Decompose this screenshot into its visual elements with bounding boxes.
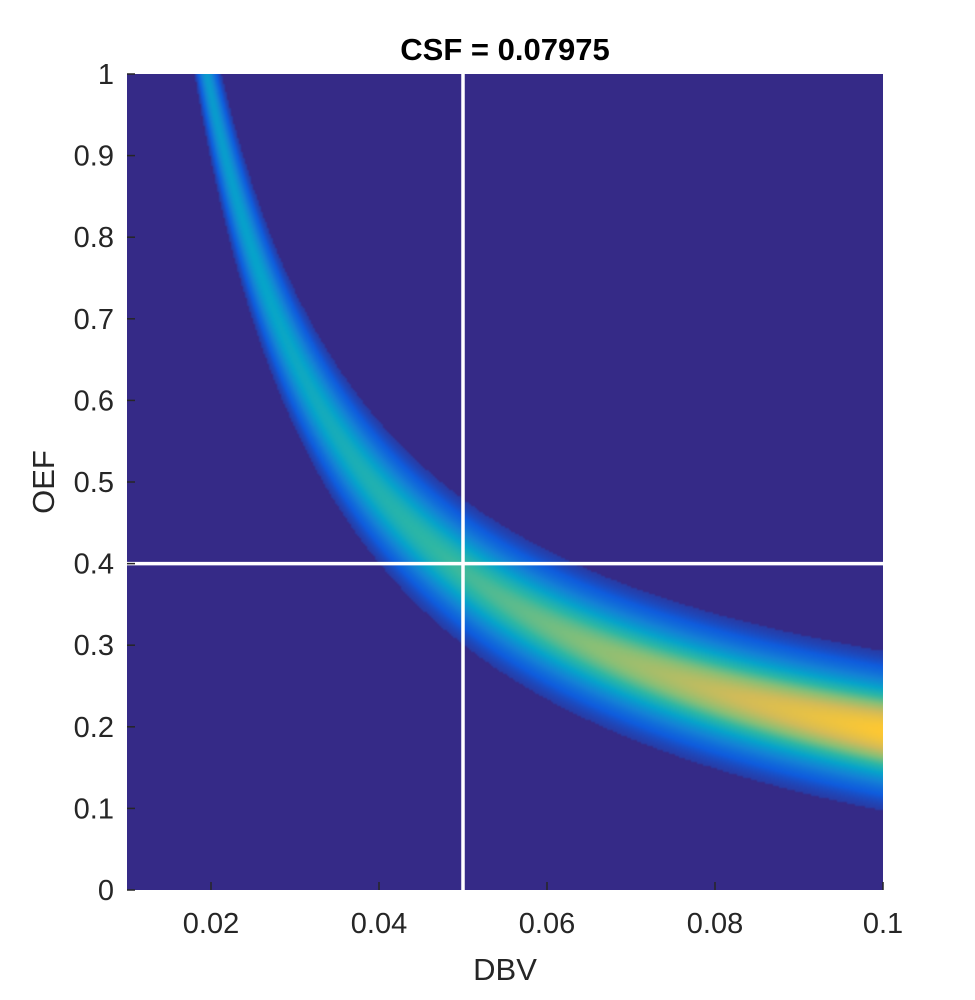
y-tick-label: 1 — [98, 59, 114, 91]
y-tick-label: 0.3 — [74, 630, 114, 662]
x-tick-label: 0.04 — [351, 908, 407, 940]
y-tick-label: 0.9 — [74, 141, 114, 173]
y-tick-label: 0.2 — [74, 712, 114, 744]
y-tick-label: 0.8 — [74, 222, 114, 254]
x-axis-label: DBV — [473, 952, 537, 987]
y-tick-label: 0 — [98, 875, 114, 907]
x-tick-label: 0.06 — [519, 908, 575, 940]
y-tick-label: 0.4 — [74, 549, 114, 581]
y-axis-ticks: 0 0.1 0.2 0.3 0.4 0.5 0.6 0.7 0.8 0.9 1 — [74, 59, 135, 907]
y-tick-label: 0.5 — [74, 467, 114, 499]
plot-area — [127, 74, 883, 890]
y-tick-label: 0.1 — [74, 793, 114, 825]
x-tick-label: 0.1 — [863, 908, 903, 940]
chart-title: CSF = 0.07975 — [400, 32, 609, 67]
x-tick-label: 0.02 — [183, 908, 239, 940]
y-axis-label: OEF — [26, 450, 61, 514]
x-tick-label: 0.08 — [687, 908, 743, 940]
heatmap-image — [127, 74, 883, 890]
y-tick-label: 0.6 — [74, 385, 114, 417]
y-tick-label: 0.7 — [74, 304, 114, 336]
x-axis-ticks: 0.02 0.04 0.06 0.08 0.1 — [183, 882, 903, 940]
